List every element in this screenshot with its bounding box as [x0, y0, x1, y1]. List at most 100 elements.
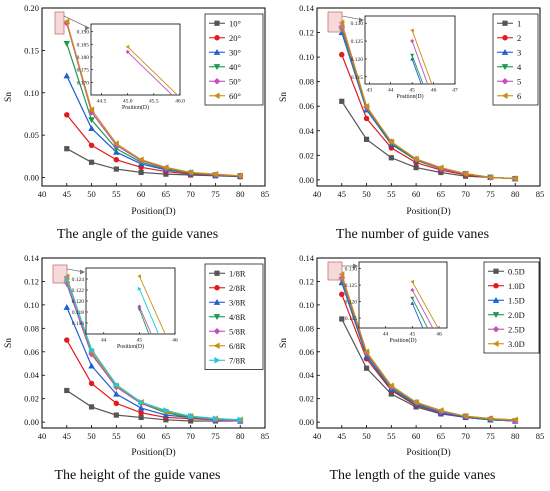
y-tick-label: 0.10 — [299, 52, 314, 62]
inset-series-1-5d — [410, 301, 424, 328]
data-point-6 — [388, 138, 394, 146]
x-axis-label: Position(D) — [406, 447, 450, 458]
data-point-1-0d — [339, 291, 345, 298]
data-point-2-8r — [88, 380, 95, 387]
y-tick-label: 0.20 — [24, 3, 39, 13]
inset-y-tick-label: 0.116 — [72, 321, 84, 327]
inset-series-6 — [410, 28, 433, 84]
legend-label: 1.5D — [508, 295, 525, 305]
inset-series-6-8r — [137, 274, 166, 334]
inset-x-tick-label: 45 — [409, 88, 415, 94]
x-tick-label: 65 — [162, 189, 171, 199]
legend-label: 4 — [517, 62, 522, 72]
data-point-6 — [363, 102, 370, 110]
legend-marker — [213, 49, 221, 55]
zoom-arrow — [63, 15, 90, 29]
legend-marker — [213, 92, 220, 99]
data-point-60 — [187, 169, 194, 176]
data-point-60 — [212, 170, 219, 178]
inset-x-axis-label: Position(D) — [117, 343, 144, 350]
inset-y-tick-label: 0.170 — [77, 80, 90, 86]
caption-length: The length of the guide vanes — [329, 468, 496, 483]
y-tick-label: 0.06 — [24, 347, 39, 357]
legend-label: 2 — [517, 33, 521, 43]
data-point-60 — [137, 156, 144, 163]
x-tick-label: 50 — [362, 189, 371, 199]
series-line-7-8r — [66, 278, 241, 421]
chart-panel-height: 40 45 50 55 60 65 70 75 80 85 0.00 0.02 0.04 0.06 0.08… — [4, 253, 269, 458]
legend-item-5: 5 — [497, 76, 521, 86]
x-tick-label: 65 — [437, 189, 446, 199]
inset-frame — [85, 267, 176, 335]
inset-y-tick-label: 0.120 — [72, 299, 85, 305]
zoom-arrow-head — [80, 269, 85, 275]
legend-marker — [492, 312, 500, 318]
legend-item-2-0d: 2.0D — [488, 310, 525, 320]
legend-label: 1.0D — [508, 281, 525, 291]
inset-y-tick-label: 0.120 — [345, 300, 358, 306]
data-point-7-8r — [212, 415, 219, 422]
inset-data-point-7-8r — [137, 286, 142, 291]
inset-series-3 — [410, 56, 422, 84]
series-line-60 — [66, 21, 241, 177]
x-tick-label: 85 — [536, 189, 545, 199]
data-point-1-8r — [138, 414, 144, 421]
data-point-10 — [88, 159, 95, 165]
legend-item-1-5d: 1.5D — [488, 295, 525, 305]
inset-y-tick-label: 0.180 — [77, 55, 90, 61]
data-point-2 — [339, 51, 345, 58]
inset-y-tick-label: 0.118 — [72, 310, 84, 316]
inset-y-tick-label: 0.190 — [77, 30, 90, 36]
x-tick-label: 85 — [536, 431, 545, 441]
x-tick-label: 55 — [387, 431, 396, 441]
legend-label: 30° — [229, 47, 241, 57]
legend-marker — [493, 268, 499, 274]
legend-marker — [213, 64, 221, 70]
inset-series-line-60 — [127, 46, 179, 95]
inset-data-point-4 — [410, 53, 415, 58]
x-tick-label: 45 — [63, 431, 72, 441]
data-point-60 — [236, 172, 243, 180]
legend-item-1-8r: 1/8R — [209, 268, 246, 278]
legend-item-3-8r: 3/8R — [209, 297, 246, 307]
inset-y-tick-label: 0.115 — [351, 75, 363, 81]
y-tick-label: 0.08 — [299, 77, 314, 87]
data-point-2-8r — [138, 410, 144, 416]
legend-item-50: 50° — [209, 76, 241, 86]
y-tick-label: 0.06 — [299, 101, 314, 111]
data-point-60 — [88, 106, 95, 113]
inset-series-line-7-8r — [138, 288, 160, 334]
legend-label: 7/8R — [229, 355, 246, 365]
legend-item-20: 20° — [209, 33, 241, 43]
inset-x-tick-label: 44.5 — [97, 99, 107, 105]
inset-series-7-8r — [137, 286, 160, 334]
inset-x-tick-label: 46 — [436, 332, 442, 338]
inset-x-tick-label: 46.0 — [175, 99, 185, 105]
data-point-40 — [63, 41, 71, 47]
data-point-40 — [88, 117, 95, 124]
x-tick-label: 40 — [313, 189, 322, 199]
x-tick-label: 80 — [511, 189, 520, 199]
legend-marker — [501, 49, 509, 55]
zoom-arrow-head — [85, 25, 90, 31]
y-tick-label: 0.14 — [24, 253, 40, 263]
data-point-3-0d — [338, 271, 345, 278]
y-tick-label: 0.12 — [299, 276, 314, 286]
x-tick-label: 80 — [511, 431, 520, 441]
inset-x-tick-label: 44 — [388, 88, 394, 94]
data-point-3-0d — [511, 416, 518, 424]
inset-series-5 — [410, 39, 429, 84]
x-tick-label: 70 — [461, 431, 470, 441]
legend-label: 5/8R — [229, 326, 246, 336]
data-point-3-0d — [388, 382, 394, 390]
inset-series-line-5 — [411, 40, 429, 84]
inset-y-tick-label: 0.120 — [351, 57, 364, 63]
legend-item-40: 40° — [209, 62, 241, 72]
x-tick-label: 45 — [338, 431, 347, 441]
y-tick-label: 0.00 — [299, 417, 314, 427]
data-point-3-8r — [137, 404, 145, 411]
data-point-2-8r — [64, 337, 70, 343]
legend-marker — [502, 35, 508, 41]
y-tick-label: 0.10 — [299, 300, 314, 310]
inset-data-point-5 — [410, 39, 415, 44]
